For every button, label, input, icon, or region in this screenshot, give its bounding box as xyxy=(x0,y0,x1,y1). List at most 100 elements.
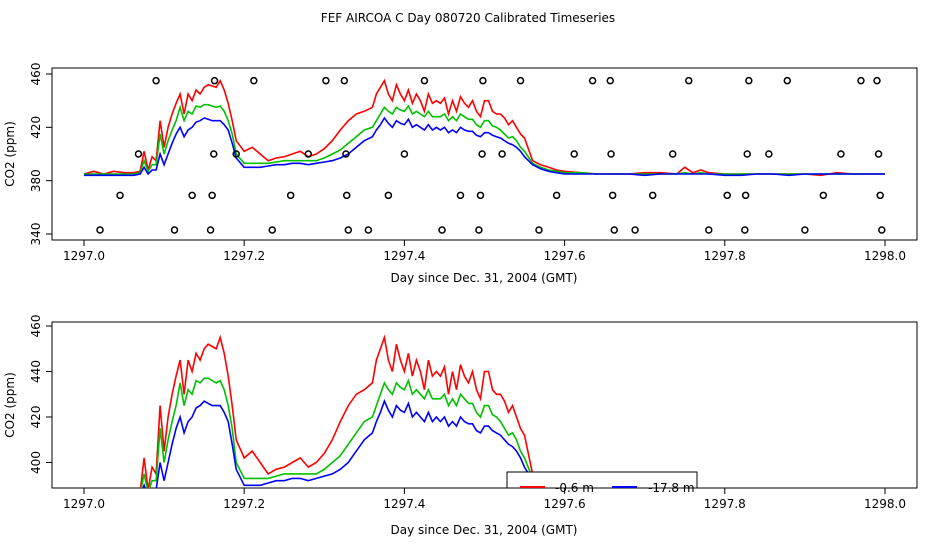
series-line-red xyxy=(139,334,689,488)
data-marker xyxy=(874,150,883,158)
data-marker xyxy=(878,226,886,234)
data-marker xyxy=(188,191,196,200)
y-tick-label: 460 xyxy=(29,63,43,86)
x-axis-label: Day since Dec. 31, 2004 (GMT) xyxy=(391,523,578,537)
series-line-green xyxy=(84,103,885,175)
data-marker xyxy=(857,76,865,85)
data-marker xyxy=(685,76,693,85)
data-marker xyxy=(498,150,506,158)
data-marker xyxy=(668,150,677,158)
legend-box xyxy=(506,471,698,489)
y-axis: 340 380 420 460 xyxy=(29,63,52,246)
x-tick-label: 1297.0 xyxy=(63,249,105,263)
data-marker xyxy=(476,191,485,200)
data-marker xyxy=(479,76,487,85)
data-marker xyxy=(134,150,143,158)
x-tick-label: 1297.6 xyxy=(544,497,586,511)
data-marker xyxy=(819,191,828,200)
data-marker xyxy=(606,76,615,85)
data-marker xyxy=(588,76,597,85)
data-marker xyxy=(456,191,465,200)
y-tick-label: 420 xyxy=(29,116,43,139)
series-group xyxy=(139,334,689,488)
data-marker xyxy=(170,226,179,234)
x-tick-label: 1297.8 xyxy=(704,249,746,263)
figure-title: FEF AIRCOA C Day 080720 Calibrated Times… xyxy=(321,11,615,25)
legend-label-1: -17.8 m xyxy=(648,481,695,495)
data-marker xyxy=(210,76,219,85)
data-marker xyxy=(535,226,543,234)
plot-frame xyxy=(51,321,918,489)
x-tick-label: 1298.0 xyxy=(864,497,906,511)
chart-panel-top: 1297.0 1297.2 1297.4 1297.6 1297.8 1298.0 340… xyxy=(3,63,918,285)
data-marker xyxy=(232,150,240,158)
data-marker xyxy=(364,226,373,234)
y-axis-label: CO2 (ppm) xyxy=(3,121,17,187)
data-marker xyxy=(745,76,753,85)
data-marker xyxy=(516,76,525,85)
data-marker xyxy=(837,150,845,158)
data-marker xyxy=(250,76,258,85)
data-marker xyxy=(400,150,409,158)
data-marker xyxy=(322,76,330,85)
data-marker xyxy=(152,76,160,85)
series-line-green xyxy=(140,377,548,488)
x-axis: 1297.0 1297.2 1297.4 1297.6 1297.8 1298.0 xyxy=(63,488,906,511)
x-axis: 1297.0 1297.2 1297.4 1297.6 1297.8 1298.0 xyxy=(63,240,906,263)
data-marker xyxy=(570,150,578,158)
x-tick-label: 1297.4 xyxy=(383,497,425,511)
series-line-blue xyxy=(84,116,885,177)
data-marker xyxy=(648,191,657,200)
data-marker xyxy=(475,226,483,234)
x-axis-label: Day since Dec. 31, 2004 (GMT) xyxy=(391,271,578,285)
data-marker xyxy=(420,76,429,85)
data-marker xyxy=(608,191,617,200)
data-marker xyxy=(873,76,881,85)
y-tick-label: 400 xyxy=(29,451,43,474)
y-tick-label: 340 xyxy=(29,223,43,246)
y-axis-label: CO2 (ppm) xyxy=(3,372,17,438)
data-marker xyxy=(206,226,215,234)
legend: -0.6 m -17.8 m xyxy=(506,471,698,495)
x-tick-label: 1297.2 xyxy=(223,249,265,263)
y-tick-label: 420 xyxy=(29,406,43,429)
y-tick-label: 380 xyxy=(29,169,43,192)
x-tick-label: 1297.2 xyxy=(223,497,265,511)
data-marker xyxy=(286,191,295,200)
marker-group xyxy=(96,76,886,234)
data-marker xyxy=(340,76,349,85)
x-tick-label: 1297.6 xyxy=(544,249,586,263)
data-marker xyxy=(210,150,218,158)
x-tick-label: 1298.0 xyxy=(864,249,906,263)
data-marker xyxy=(342,191,351,200)
data-marker xyxy=(783,76,792,85)
data-marker xyxy=(741,191,750,200)
x-tick-label: 1297.0 xyxy=(63,497,105,511)
data-marker xyxy=(610,226,619,234)
data-marker xyxy=(607,150,615,158)
chart-panel-bottom: 1297.0 1297.2 1297.4 1297.6 1297.8 1298.0 400… xyxy=(3,315,918,537)
data-marker xyxy=(304,150,313,158)
data-marker xyxy=(268,226,276,234)
data-marker xyxy=(741,226,749,234)
x-tick-label: 1297.4 xyxy=(383,249,425,263)
data-marker xyxy=(96,226,104,234)
plot-frame xyxy=(51,67,918,241)
data-marker xyxy=(801,226,809,234)
data-marker xyxy=(478,150,486,158)
data-marker xyxy=(723,191,731,200)
series-line-blue xyxy=(142,398,544,488)
series-line-red xyxy=(83,78,885,177)
legend-label-0: -0.6 m xyxy=(555,481,594,495)
data-marker xyxy=(876,191,884,200)
series-group xyxy=(83,78,885,177)
x-tick-label: 1297.8 xyxy=(704,497,746,511)
data-marker xyxy=(765,150,773,158)
y-tick-label: 440 xyxy=(29,360,43,383)
data-marker xyxy=(743,150,751,158)
data-marker xyxy=(342,150,350,158)
data-marker xyxy=(705,226,713,234)
data-marker xyxy=(552,191,561,200)
data-marker xyxy=(208,191,216,200)
